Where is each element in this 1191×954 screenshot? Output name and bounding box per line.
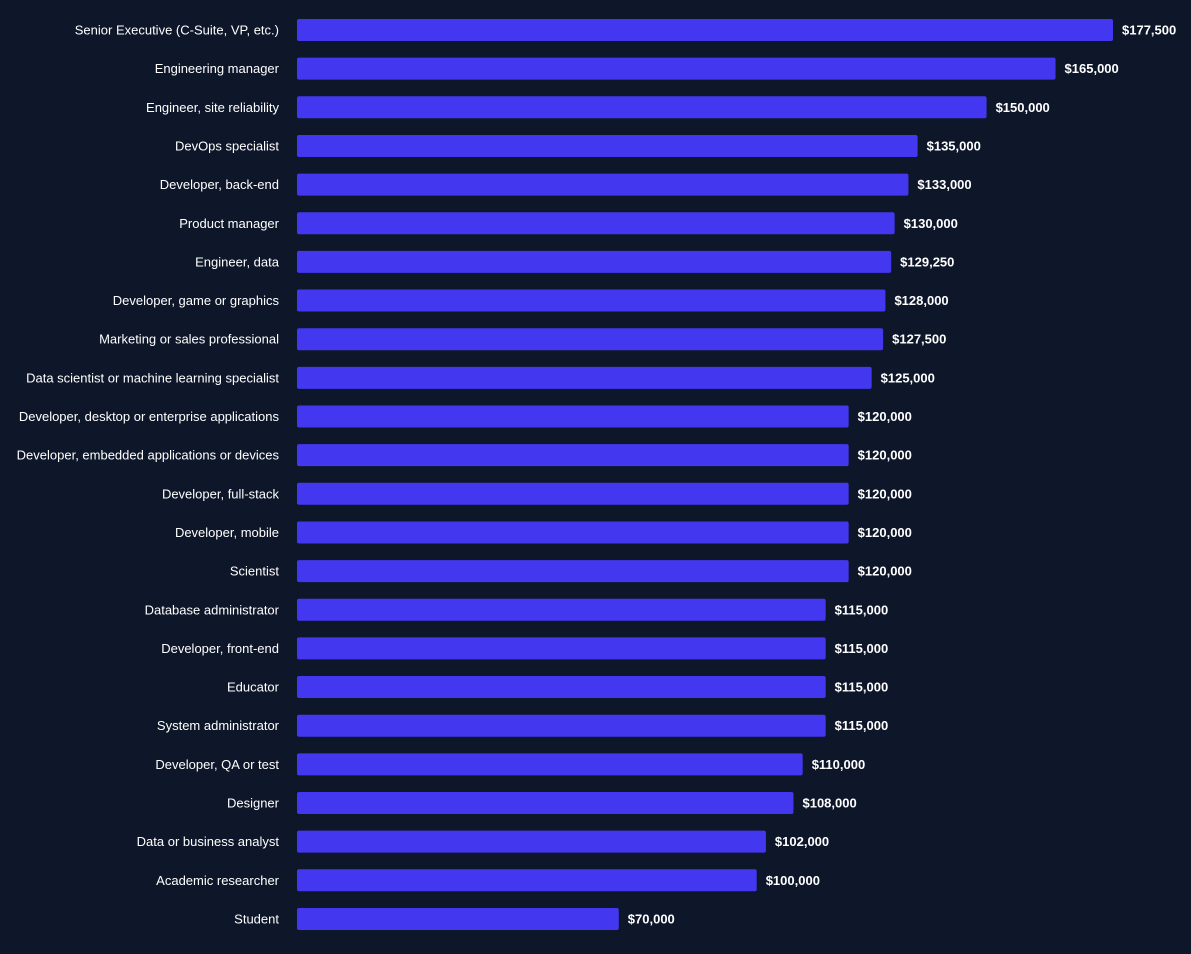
category-label: Academic researcher [156, 873, 279, 888]
value-label: $133,000 [917, 177, 971, 192]
bar [297, 753, 803, 776]
bar [297, 560, 849, 583]
value-label: $120,000 [858, 525, 912, 540]
bar [297, 907, 619, 930]
category-label: Data or business analyst [137, 834, 280, 849]
value-label: $100,000 [766, 873, 820, 888]
bar [297, 521, 849, 544]
bar [297, 598, 826, 621]
category-label: Developer, game or graphics [113, 293, 280, 308]
bar [297, 57, 1056, 80]
category-label: Developer, desktop or enterprise applica… [19, 409, 280, 424]
bar [297, 830, 766, 853]
value-label: $128,000 [894, 293, 948, 308]
bar [297, 134, 918, 157]
category-label: Educator [227, 680, 280, 695]
value-label: $177,500 [1122, 23, 1176, 38]
value-label: $125,000 [881, 370, 935, 385]
category-label: System administrator [157, 718, 280, 733]
category-label: Marketing or sales professional [99, 332, 279, 347]
category-label: Product manager [179, 216, 279, 231]
value-label: $120,000 [858, 486, 912, 501]
value-label: $115,000 [835, 680, 889, 695]
value-label: $115,000 [835, 641, 889, 656]
category-label: Developer, back-end [160, 177, 279, 192]
category-label: Database administrator [145, 602, 280, 617]
value-label: $102,000 [775, 834, 829, 849]
bar [297, 405, 849, 428]
bar [297, 328, 884, 351]
category-label: Student [234, 911, 279, 926]
value-label: $110,000 [812, 757, 866, 772]
value-label: $120,000 [858, 564, 912, 579]
value-label: $115,000 [835, 718, 889, 733]
value-label: $165,000 [1065, 61, 1119, 76]
bar [297, 96, 987, 119]
category-label: DevOps specialist [175, 138, 279, 153]
category-label: Engineer, site reliability [146, 100, 279, 115]
bar [297, 173, 909, 196]
bar [297, 676, 826, 699]
value-label: $129,250 [900, 254, 954, 269]
bar [297, 250, 892, 273]
value-label: $127,500 [892, 332, 946, 347]
bar [297, 869, 757, 892]
bar [297, 637, 826, 660]
bar [297, 289, 886, 312]
value-label: $120,000 [858, 448, 912, 463]
category-label: Developer, QA or test [155, 757, 279, 772]
bar [297, 19, 1113, 41]
value-label: $108,000 [802, 796, 856, 811]
category-label: Developer, mobile [175, 525, 279, 540]
bar [297, 482, 849, 505]
category-label: Developer, embedded applications or devi… [17, 448, 280, 463]
value-label: $135,000 [927, 138, 981, 153]
bar [297, 792, 794, 814]
category-label: Data scientist or machine learning speci… [26, 370, 279, 385]
value-label: $115,000 [835, 602, 889, 617]
category-label: Developer, front-end [161, 641, 279, 656]
value-label: $150,000 [996, 100, 1050, 115]
category-label: Developer, full-stack [162, 486, 280, 501]
category-label: Designer [227, 796, 280, 811]
category-label: Engineering manager [155, 61, 280, 76]
value-label: $130,000 [904, 216, 958, 231]
category-label: Scientist [230, 564, 280, 579]
bar [297, 212, 895, 235]
value-label: $120,000 [858, 409, 912, 424]
bar [297, 444, 849, 467]
category-label: Engineer, data [195, 254, 280, 269]
value-label: $70,000 [628, 911, 675, 926]
bar [297, 366, 872, 389]
category-label: Senior Executive (C-Suite, VP, etc.) [75, 23, 279, 38]
bar [297, 714, 826, 737]
